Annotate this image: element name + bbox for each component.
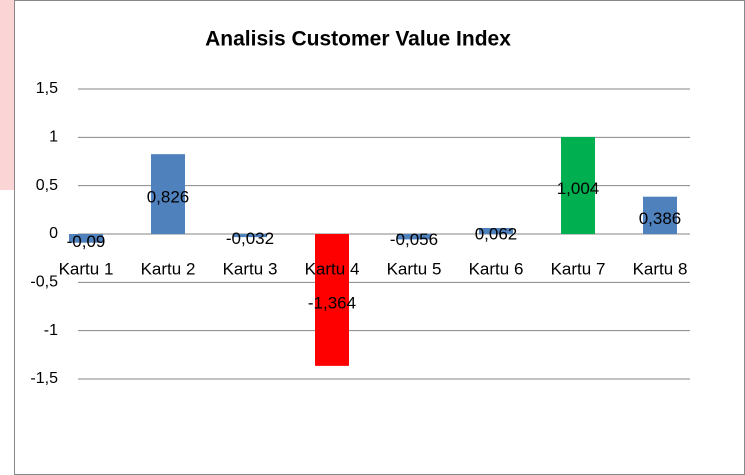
bar <box>151 154 185 234</box>
value-label: -0,09 <box>67 232 106 251</box>
bar <box>315 234 349 366</box>
y-tick-label: 0 <box>49 225 58 242</box>
x-tick-label: Kartu 6 <box>469 259 524 278</box>
y-tick-label: 1 <box>49 129 58 146</box>
value-label: 0,386 <box>639 209 682 228</box>
background-strip <box>0 0 14 190</box>
value-label: 0,062 <box>475 224 518 243</box>
x-tick-label: Kartu 8 <box>633 259 688 278</box>
chart-frame <box>14 0 745 475</box>
y-tick-label: -0,5 <box>30 274 58 291</box>
x-tick-label: Kartu 3 <box>223 259 278 278</box>
value-label: 1,004 <box>557 179 600 198</box>
y-tick-label: 1,5 <box>36 80 58 97</box>
x-tick-label: Kartu 2 <box>141 259 196 278</box>
bar <box>643 196 677 234</box>
x-tick-label: Kartu 7 <box>551 259 606 278</box>
value-label: 0,826 <box>147 188 190 207</box>
y-tick-label: -1 <box>44 322 58 339</box>
x-tick-label: Kartu 5 <box>387 259 442 278</box>
bar <box>561 136 595 234</box>
bar <box>69 234 103 243</box>
value-label: -0,056 <box>390 230 438 249</box>
value-label: -0,032 <box>226 229 274 248</box>
bar <box>233 234 267 238</box>
bar <box>479 228 513 234</box>
value-label: -1,364 <box>308 293 356 312</box>
x-tick-label: Kartu 1 <box>59 259 114 278</box>
chart-title: Analisis Customer Value Index <box>205 28 511 51</box>
x-tick-label: Kartu 4 <box>305 259 360 278</box>
y-tick-label: -1,5 <box>30 370 58 387</box>
y-tick-label: 0,5 <box>36 177 58 194</box>
bar <box>397 234 431 240</box>
